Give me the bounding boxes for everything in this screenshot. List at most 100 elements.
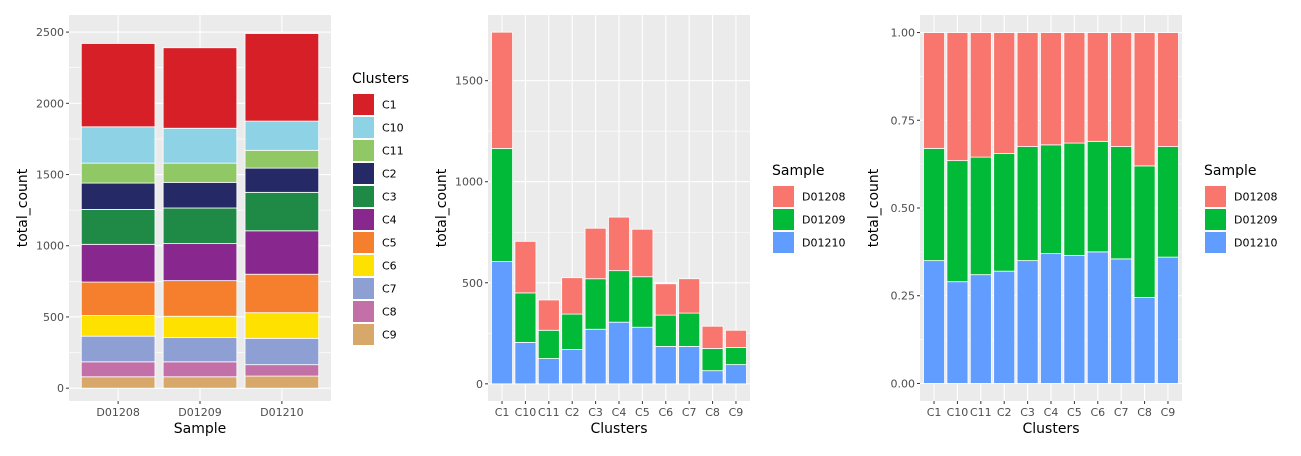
bar-D01208-C10 <box>946 32 969 162</box>
bar-D01209-C4 <box>608 270 630 323</box>
legend-key-D01210 <box>1205 232 1226 253</box>
bar-D01209-C7 <box>1110 146 1133 260</box>
x-tick-label: D01209 <box>178 406 221 419</box>
legend-key-D01208 <box>773 186 794 207</box>
x-axis-title: Sample <box>174 421 227 437</box>
legend-label-C2: C2 <box>382 168 397 181</box>
y-tick-label: 500 <box>43 311 64 324</box>
bar-C7-D01209 <box>162 337 238 363</box>
y-axis-title: total_count <box>15 168 31 247</box>
y-tick-label: 1.00 <box>891 27 916 40</box>
bar-C3-D01208 <box>80 209 156 245</box>
bar-C2-D01210 <box>244 167 320 193</box>
legend-label-C5: C5 <box>382 237 397 250</box>
bar-D01210-C10 <box>946 281 969 384</box>
x-tick-label: C9 <box>1161 406 1176 419</box>
bar-C8-D01210 <box>244 364 320 377</box>
x-tick-label: C9 <box>729 406 744 419</box>
bar-C10-D01210 <box>244 120 320 151</box>
legend-key-C8 <box>353 301 374 322</box>
y-tick-label: 0.75 <box>891 114 916 127</box>
legend-key-C6 <box>353 255 374 276</box>
x-tick-label: C4 <box>612 406 627 419</box>
bar-D01210-C3 <box>584 328 607 385</box>
bar-D01208-C11 <box>537 299 560 331</box>
y-tick-label: 1500 <box>36 169 64 182</box>
bar-D01208-C4 <box>608 216 630 272</box>
bar-D01208-C9 <box>725 329 747 348</box>
bar-D01209-C8 <box>701 348 724 372</box>
y-tick-label: 0.25 <box>891 290 916 303</box>
bar-C1-D01208 <box>80 43 156 128</box>
bar-D01209-C3 <box>1016 146 1039 262</box>
bar-D01210-C1 <box>923 260 945 384</box>
bar-C11-D01210 <box>244 149 320 169</box>
bar-D01210-C8 <box>1133 297 1156 384</box>
legend-title: Sample <box>772 163 825 179</box>
y-axis-title: total_count <box>866 168 882 247</box>
bar-D01209-C1 <box>491 147 513 262</box>
bar-D01209-C10 <box>946 160 969 283</box>
bar-D01209-C8 <box>1133 165 1156 298</box>
bar-D01210-C7 <box>678 346 701 385</box>
bar-D01209-C5 <box>1063 142 1086 256</box>
bar-C5-D01209 <box>162 280 238 317</box>
bar-D01208-C1 <box>491 31 513 149</box>
bar-D01208-C3 <box>584 227 607 280</box>
y-axis-title: total_count <box>434 168 450 247</box>
legend-key-C4 <box>353 209 374 230</box>
bar-D01210-C3 <box>1016 260 1039 384</box>
x-tick-label: C6 <box>658 406 673 419</box>
bar-D01209-C7 <box>678 312 701 347</box>
bar-D01210-C5 <box>1063 254 1086 384</box>
chart-panel-2: 0 500 1000 1500 C1 C10 C11 C2 C3 C4 C5 C6 C7 C8 C9 Clus… <box>434 15 845 437</box>
legend-key-C2 <box>353 163 374 184</box>
bar-C3-D01210 <box>244 191 320 232</box>
bar-D01209-C2 <box>993 153 1016 272</box>
bar-C6-D01210 <box>244 312 320 339</box>
bar-D01210-C11 <box>537 358 560 385</box>
legend-label-C11: C11 <box>382 145 404 158</box>
bar-D01209-C6 <box>654 314 677 347</box>
legend-label-C9: C9 <box>382 329 397 342</box>
bar-D01210-C10 <box>514 341 537 385</box>
y-tick-label: 500 <box>462 277 483 290</box>
x-tick-label: C5 <box>1067 406 1082 419</box>
bar-C7-D01208 <box>80 335 156 363</box>
x-tick-label: C8 <box>705 406 720 419</box>
y-tick-label: 2000 <box>36 97 64 110</box>
x-tick-label: C1 <box>927 406 942 419</box>
legend: Sample D01208 D01209 D01210 <box>772 163 845 253</box>
bar-D01208-C1 <box>923 32 945 149</box>
bar-D01209-C9 <box>1157 146 1179 258</box>
bar-D01208-C10 <box>514 240 537 294</box>
bar-C6-D01209 <box>162 315 238 339</box>
legend-key-C5 <box>353 232 374 253</box>
bar-C1-D01210 <box>244 33 320 122</box>
x-tick-label: C11 <box>538 406 560 419</box>
bar-D01208-C9 <box>1157 32 1179 147</box>
bar-C9-D01208 <box>80 376 156 389</box>
bar-D01209-C9 <box>725 347 747 366</box>
bar-D01208-C4 <box>1040 32 1062 146</box>
bar-D01208-C6 <box>654 283 677 316</box>
y-tick-label: 0 <box>476 378 483 391</box>
legend-label-C3: C3 <box>382 191 397 204</box>
x-tick-label: C5 <box>635 406 650 419</box>
bar-C11-D01208 <box>80 162 156 184</box>
legend-label-D01210: D01210 <box>1234 237 1277 250</box>
y-tick-label: 1500 <box>455 75 483 88</box>
bar-D01209-C11 <box>969 156 992 276</box>
legend-label-C10: C10 <box>382 122 404 135</box>
x-tick-label: C7 <box>1114 406 1129 419</box>
y-tick-label: 1000 <box>455 176 483 189</box>
bar-C5-D01210 <box>244 273 320 314</box>
x-tick-label: C4 <box>1044 406 1059 419</box>
x-tick-label: C7 <box>682 406 697 419</box>
bar-D01208-C6 <box>1086 32 1109 142</box>
bar-D01209-C11 <box>537 329 560 359</box>
bar-D01208-C2 <box>561 277 584 315</box>
bar-D01210-C4 <box>608 321 630 385</box>
bar-D01208-C11 <box>969 32 992 158</box>
